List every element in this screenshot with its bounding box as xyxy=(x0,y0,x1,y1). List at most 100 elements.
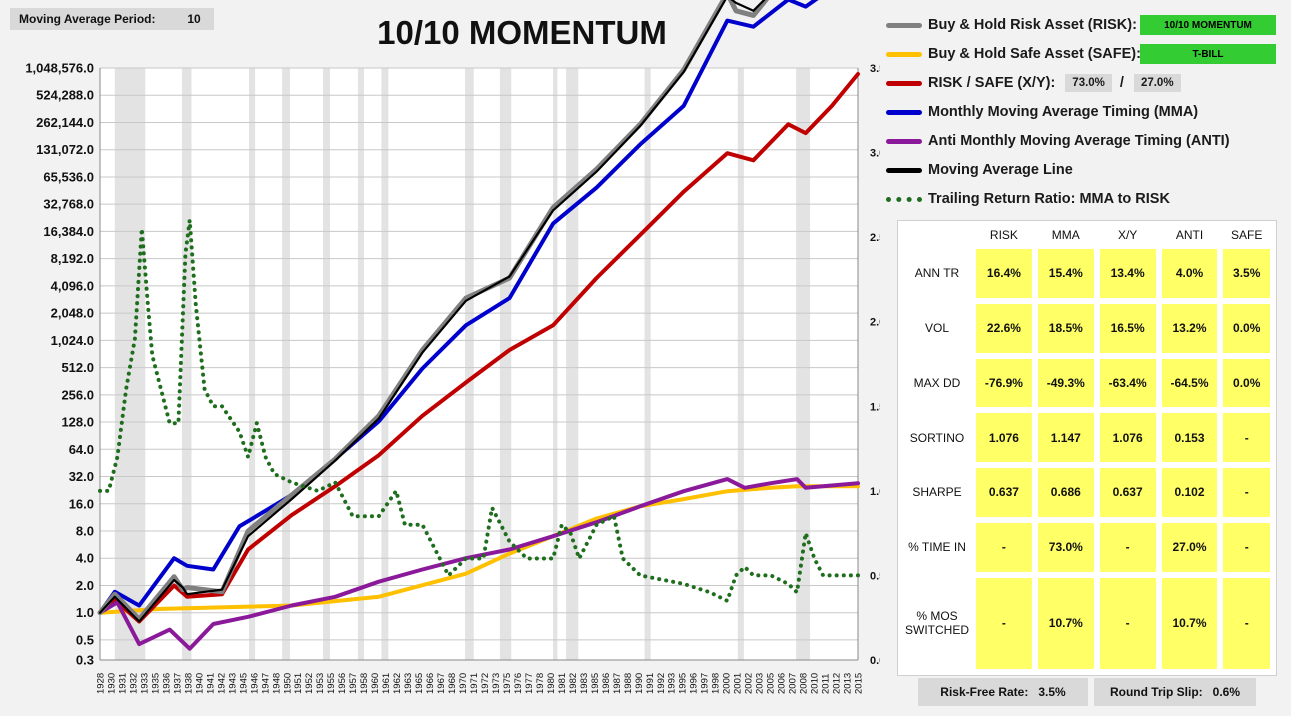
stats-cell: - xyxy=(1099,522,1156,572)
x-tick-label: 1995 xyxy=(678,673,689,694)
x-tick-label: 1981 xyxy=(557,673,568,694)
stats-cell: 0.637 xyxy=(1099,468,1156,517)
stats-row-label: % TIME IN xyxy=(908,540,966,555)
stats-cell: 16.5% xyxy=(1099,303,1156,353)
stats-cell: 10.7% xyxy=(1161,577,1218,669)
y-tick-label: 512.0 xyxy=(61,360,94,375)
x-tick-label: 2001 xyxy=(733,673,744,694)
stats-row: SORTINO 1.076 1.147 1.076 0.153 - xyxy=(904,413,1270,462)
x-tick-label: 1976 xyxy=(513,673,524,694)
stats-cell: - xyxy=(1223,522,1270,572)
y-tick-label: 256.0 xyxy=(61,387,94,402)
x-tick-label: 1966 xyxy=(425,673,436,694)
risk-free-value: 3.5% xyxy=(1038,685,1066,699)
x-tick-label: 1963 xyxy=(403,673,414,694)
stats-col-risk: RISK xyxy=(989,228,1018,242)
legend-ratio-label: Trailing Return Ratio: MMA to RISK xyxy=(928,191,1170,207)
x-tick-label: 1928 xyxy=(96,673,107,694)
legend-safe: Buy & Hold Safe Asset (SAFE): xyxy=(886,42,1141,66)
y-tick-label: 524,288.0 xyxy=(36,88,94,103)
x-tick-label: 1962 xyxy=(392,673,403,694)
legend-anti-swatch xyxy=(886,138,922,144)
x-tick-label: 1972 xyxy=(480,673,491,694)
stats-cell: 1.076 xyxy=(976,413,1032,462)
x-tick-label: 1961 xyxy=(381,673,392,694)
series-layer xyxy=(97,0,860,651)
x-tick-label: 1973 xyxy=(491,673,502,694)
x-tick-label: 1938 xyxy=(183,673,194,694)
stats-cell: - xyxy=(1099,577,1156,669)
stats-row-label: SORTINO xyxy=(909,430,965,445)
y-tick-label: 4.0 xyxy=(76,551,94,566)
stats-cell: 1.076 xyxy=(1099,413,1156,462)
stats-table: RISK MMA X/Y ANTI SAFE ANN TR 16.4% 15.4… xyxy=(897,220,1277,676)
x-tick-label: 1956 xyxy=(337,673,348,694)
x-tick-label: 1935 xyxy=(150,673,161,694)
legend-risk-swatch xyxy=(886,22,922,28)
x-tick-label: 1985 xyxy=(590,673,601,694)
legend: Buy & Hold Risk Asset (RISK): 10/10 MOME… xyxy=(886,10,1286,220)
safe-asset-tag: T-BILL xyxy=(1140,44,1276,64)
recession-band xyxy=(566,68,579,660)
stats-row-label: MAX DD xyxy=(913,375,961,390)
x-tick-label: 2015 xyxy=(854,673,865,694)
recession-band xyxy=(181,68,192,660)
recession-band xyxy=(114,68,146,660)
stats-cell: 10.7% xyxy=(1037,577,1094,669)
stats-cell: 0.686 xyxy=(1037,468,1094,517)
recession-band xyxy=(553,68,558,660)
legend-ma-line: Moving Average Line xyxy=(886,158,1073,182)
x-tick-label: 1987 xyxy=(612,673,623,694)
x-tick-label: 1946 xyxy=(249,673,260,694)
x-tick-label: 1996 xyxy=(689,673,700,694)
x-tick-label: 1950 xyxy=(282,673,293,694)
recession-band xyxy=(737,68,744,660)
stats-row-label: % MOS SWITCHED xyxy=(905,609,969,638)
series-line xyxy=(98,0,819,615)
stats-col-xy: X/Y xyxy=(1117,228,1138,242)
x-tick-label: 1933 xyxy=(139,673,150,694)
stats-cell: 16.4% xyxy=(976,249,1032,298)
legend-mma-label: Monthly Moving Average Timing (MMA) xyxy=(928,104,1199,120)
chart-svg: 1,048,576.0 524,288.0 262,144.0 131,072.0 65… xyxy=(25,0,880,694)
legend-mma-swatch xyxy=(886,109,922,115)
x-tick-label: 1968 xyxy=(447,673,458,694)
x-tick-label: 2010 xyxy=(810,673,821,694)
y-tick-label: 64.0 xyxy=(69,442,94,457)
stats-row: VOL 22.6% 18.5% 16.5% 13.2% 0.0% xyxy=(904,303,1270,353)
x-tick-label: 1992 xyxy=(656,673,667,694)
x-tick-label: 1955 xyxy=(326,673,337,694)
stats-row: % TIME IN - 73.0% - 27.0% - xyxy=(904,522,1270,572)
risk-free-label: Risk-Free Rate: xyxy=(940,685,1029,699)
legend-xy-swatch xyxy=(886,80,922,86)
y2-tick-label: 3.0 xyxy=(870,148,880,160)
stats-row: SHARPE 0.637 0.686 0.637 0.102 - xyxy=(904,468,1270,517)
round-trip-slip-box: Round Trip Slip: 0.6% xyxy=(1094,678,1256,706)
stats-cell: 22.6% xyxy=(976,303,1032,353)
stats-row-label: ANN TR xyxy=(914,266,960,281)
recession-band xyxy=(465,68,474,660)
y-tick-label: 0.3 xyxy=(76,653,94,668)
stats-cell: 27.0% xyxy=(1161,522,1218,572)
x-tick-label: 2008 xyxy=(799,673,810,694)
stats-row: ANN TR 16.4% 15.4% 13.4% 4.0% 3.5% xyxy=(904,249,1270,298)
x-tick-label: 1958 xyxy=(359,673,370,694)
x-tick-label: 1953 xyxy=(315,673,326,694)
x-tick-label: 1982 xyxy=(568,673,579,694)
y2-tick-label: 0.5 xyxy=(870,570,880,582)
stats-corner xyxy=(904,227,970,243)
legend-risk-label: Buy & Hold Risk Asset (RISK): xyxy=(928,17,1137,33)
x-tick-label: 1937 xyxy=(172,673,183,694)
stats-cell: 0.153 xyxy=(1161,413,1218,462)
stats-cell: 18.5% xyxy=(1037,303,1094,353)
x-tick-label: 1967 xyxy=(436,673,447,694)
stats-cell: 13.2% xyxy=(1161,303,1218,353)
stats-cell: -76.9% xyxy=(976,358,1032,408)
legend-anti-label: Anti Monthly Moving Average Timing (ANTI… xyxy=(928,133,1230,149)
stats-col-safe: SAFE xyxy=(1231,228,1263,242)
x-tick-label: 1936 xyxy=(161,673,172,694)
legend-xy: RISK / SAFE (X/Y): 73.0% / 27.0% xyxy=(886,71,1181,95)
ma-period-label: Moving Average Period: xyxy=(19,12,156,26)
recession-band xyxy=(644,68,651,660)
x-tick-label: 2012 xyxy=(832,673,843,694)
